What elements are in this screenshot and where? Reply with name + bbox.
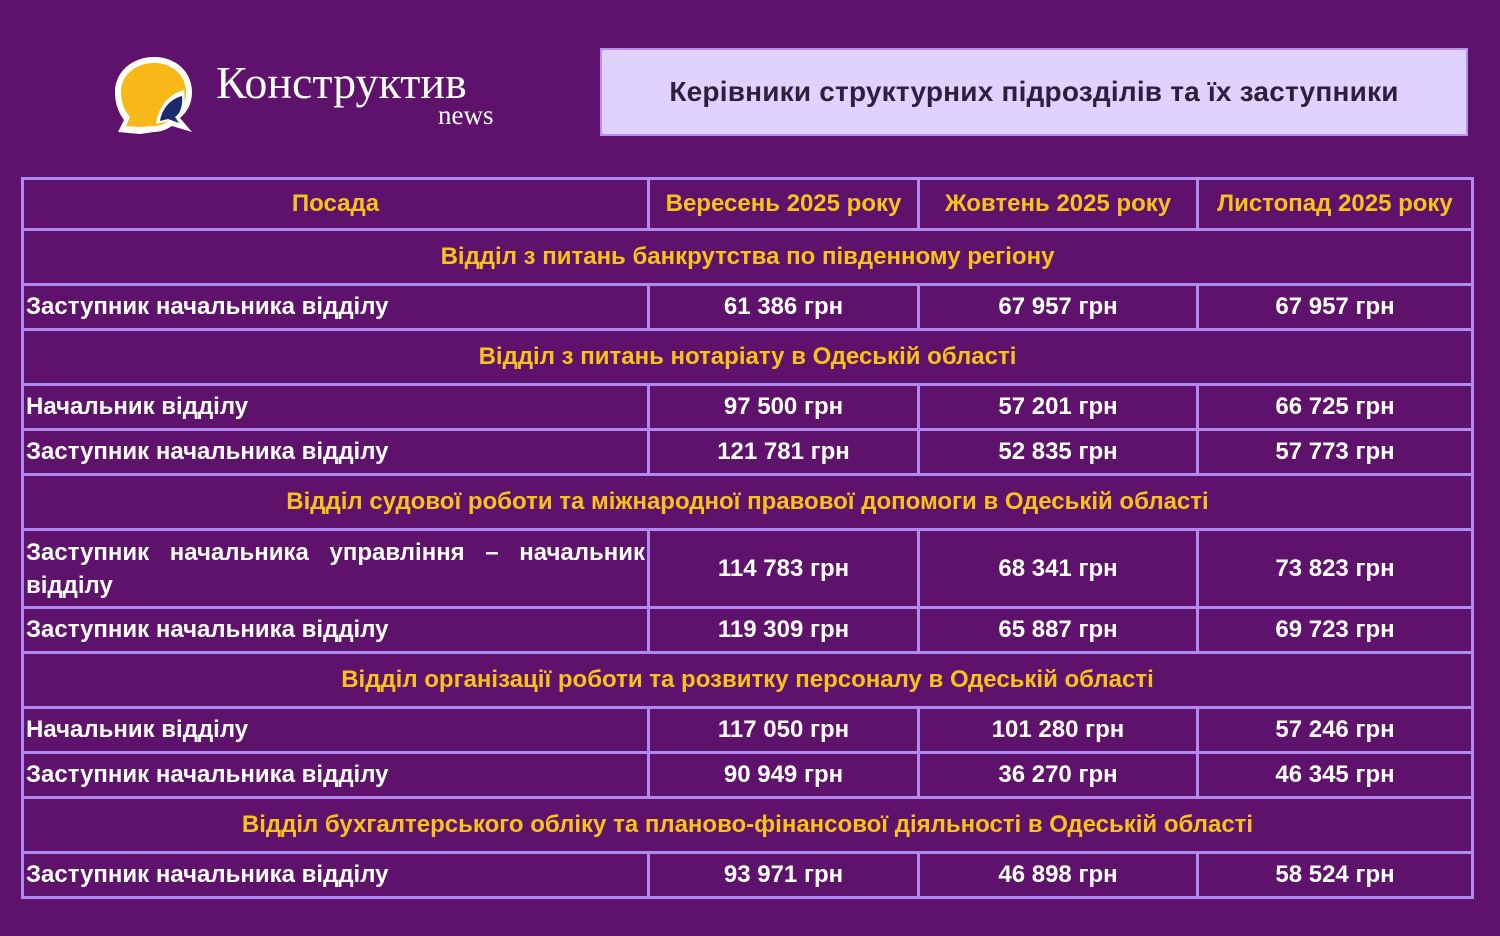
page-title: Керівники структурних підрозділів та їх … xyxy=(669,76,1399,107)
table-row: Начальник відділу 117 050 грн 101 280 грн 5… xyxy=(21,706,1474,754)
column-header: Вересень 2025 року xyxy=(647,177,920,231)
salary-cell: 65 887 грн xyxy=(917,606,1199,654)
position-cell: Начальник відділу xyxy=(21,383,650,431)
section-title: Відділ судової роботи та міжнародної пра… xyxy=(21,473,1474,531)
logo-name: Конструктив xyxy=(216,57,467,108)
salary-cell: 121 781 грн xyxy=(647,428,920,476)
section-row: Відділ судової роботи та міжнародної пра… xyxy=(21,473,1474,531)
salary-cell: 101 280 грн xyxy=(917,706,1199,754)
page-title-box: Керівники структурних підрозділів та їх … xyxy=(600,48,1468,136)
position-cell: Заступник начальника відділу xyxy=(21,751,650,799)
salary-cell: 117 050 грн xyxy=(647,706,920,754)
salary-cell: 67 957 грн xyxy=(1196,283,1474,331)
salary-cell: 67 957 грн xyxy=(917,283,1199,331)
salary-cell: 58 524 грн xyxy=(1196,851,1474,899)
logo: Конструктив news xyxy=(112,54,512,138)
salary-cell: 97 500 грн xyxy=(647,383,920,431)
table-row: Заступник начальника управління – началь… xyxy=(21,528,1474,609)
salary-cell: 69 723 грн xyxy=(1196,606,1474,654)
logo-sub: news xyxy=(438,100,494,130)
column-header: Листопад 2025 року xyxy=(1196,177,1474,231)
salary-cell: 68 341 грн xyxy=(917,528,1199,609)
salary-cell: 57 201 грн xyxy=(917,383,1199,431)
salary-cell: 119 309 грн xyxy=(647,606,920,654)
position-cell: Заступник начальника управління – началь… xyxy=(21,528,650,609)
salary-cell: 46 898 грн xyxy=(917,851,1199,899)
salary-cell: 73 823 грн xyxy=(1196,528,1474,609)
section-row: Відділ організації роботи та розвитку пе… xyxy=(21,651,1474,709)
section-title: Відділ з питань нотаріату в Одеській обл… xyxy=(21,328,1474,386)
salary-cell: 90 949 грн xyxy=(647,751,920,799)
position-cell: Заступник начальника відділу xyxy=(21,428,650,476)
position-cell: Заступник начальника відділу xyxy=(21,851,650,899)
table-header-row: Посада Вересень 2025 року Жовтень 2025 р… xyxy=(21,177,1474,231)
salary-cell: 114 783 грн xyxy=(647,528,920,609)
position-cell: Заступник начальника відділу xyxy=(21,606,650,654)
section-row: Відділ бухгалтерського обліку та планово… xyxy=(21,796,1474,854)
section-title: Відділ бухгалтерського обліку та планово… xyxy=(21,796,1474,854)
salary-cell: 61 386 грн xyxy=(647,283,920,331)
column-header: Жовтень 2025 року xyxy=(917,177,1199,231)
section-title: Відділ з питань банкрутства по південном… xyxy=(21,228,1474,286)
table-row: Заступник начальника відділу 121 781 грн 5… xyxy=(21,428,1474,476)
table-row: Заступник начальника відділу 93 971 грн 46… xyxy=(21,851,1474,899)
salary-table: Посада Вересень 2025 року Жовтень 2025 р… xyxy=(21,177,1474,899)
section-row: Відділ з питань нотаріату в Одеській обл… xyxy=(21,328,1474,386)
salary-cell: 52 835 грн xyxy=(917,428,1199,476)
section-row: Відділ з питань банкрутства по південном… xyxy=(21,228,1474,286)
position-cell: Заступник начальника відділу xyxy=(21,283,650,331)
table-row: Начальник відділу 97 500 грн 57 201 грн 66 … xyxy=(21,383,1474,431)
salary-cell: 66 725 грн xyxy=(1196,383,1474,431)
table-row: Заступник начальника відділу 90 949 грн 36… xyxy=(21,751,1474,799)
salary-cell: 46 345 грн xyxy=(1196,751,1474,799)
salary-cell: 57 246 грн xyxy=(1196,706,1474,754)
salary-cell: 93 971 грн xyxy=(647,851,920,899)
salary-cell: 57 773 грн xyxy=(1196,428,1474,476)
salary-cell: 36 270 грн xyxy=(917,751,1199,799)
table-row: Заступник начальника відділу 61 386 грн 67… xyxy=(21,283,1474,331)
position-cell: Начальник відділу xyxy=(21,706,650,754)
speech-bubble-logo-icon xyxy=(115,57,192,134)
column-header: Посада xyxy=(21,177,650,231)
table-row: Заступник начальника відділу 119 309 грн 6… xyxy=(21,606,1474,654)
section-title: Відділ організації роботи та розвитку пе… xyxy=(21,651,1474,709)
